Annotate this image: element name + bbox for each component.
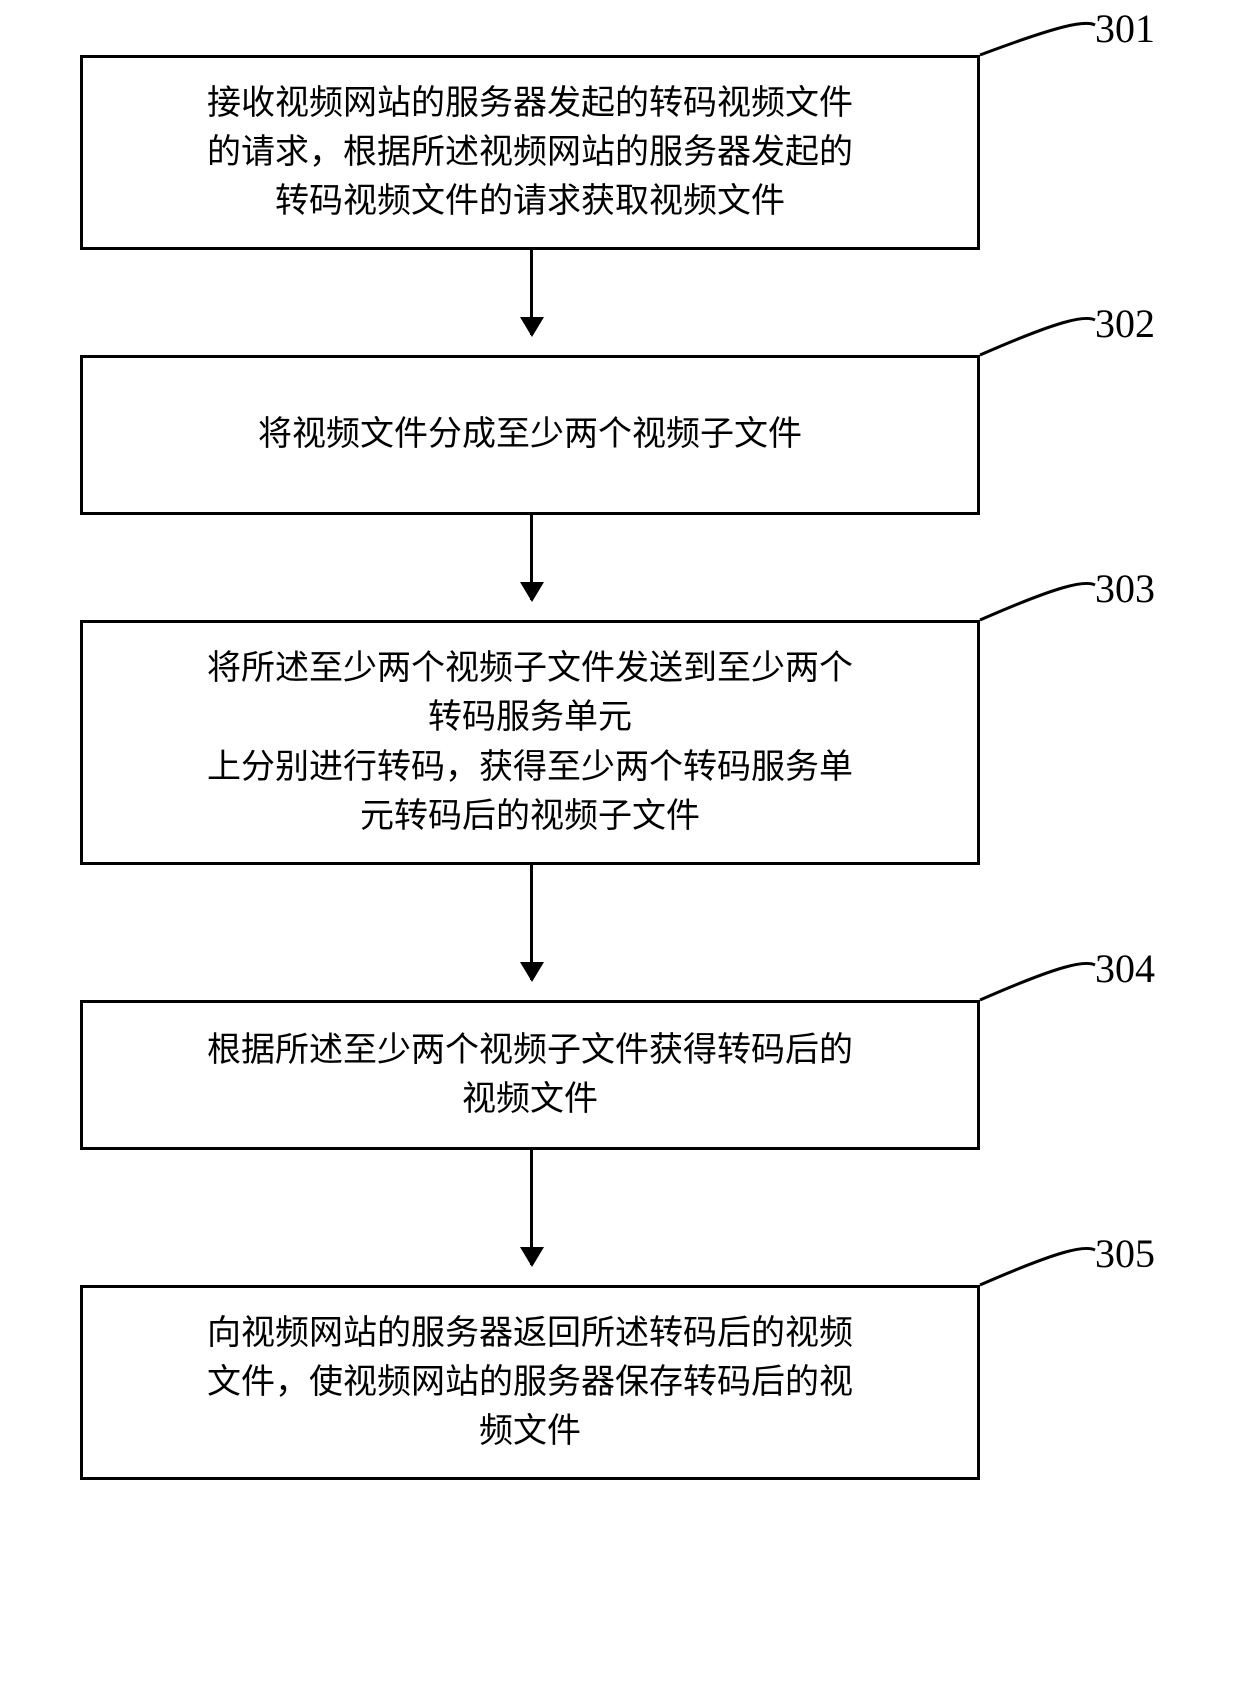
flowchart-label-305: 305 [1095,1230,1155,1277]
flowchart-node-303: 将所述至少两个视频子文件发送到至少两个 转码服务单元 上分别进行转码，获得至少两… [80,620,980,865]
flowchart-arrow [530,865,533,980]
flowchart-label-303: 303 [1095,565,1155,612]
flowchart-node-304: 根据所述至少两个视频子文件获得转码后的 视频文件 [80,1000,980,1150]
flowchart-node-305: 向视频网站的服务器返回所述转码后的视频 文件，使视频网站的服务器保存转码后的视 … [80,1285,980,1480]
flowchart-arrow [530,515,533,600]
flowchart-arrow [530,1150,533,1265]
flowchart-node-303-text: 将所述至少两个视频子文件发送到至少两个 转码服务单元 上分别进行转码，获得至少两… [207,644,853,841]
flowchart-node-301: 接收视频网站的服务器发起的转码视频文件 的请求，根据所述视频网站的服务器发起的 … [80,55,980,250]
flowchart-node-305-text: 向视频网站的服务器返回所述转码后的视频 文件，使视频网站的服务器保存转码后的视 … [207,1309,853,1457]
flowchart-node-304-text: 根据所述至少两个视频子文件获得转码后的 视频文件 [207,1026,853,1125]
flowchart-node-302-text: 将视频文件分成至少两个视频子文件 [258,410,802,459]
flowchart-label-304: 304 [1095,945,1155,992]
flowchart-arrow [530,250,533,335]
flowchart-label-302: 302 [1095,300,1155,347]
flowchart-label-301: 301 [1095,5,1155,52]
flowchart-canvas: 接收视频网站的服务器发起的转码视频文件 的请求，根据所述视频网站的服务器发起的 … [0,0,1240,1681]
flowchart-node-302: 将视频文件分成至少两个视频子文件 [80,355,980,515]
flowchart-node-301-text: 接收视频网站的服务器发起的转码视频文件 的请求，根据所述视频网站的服务器发起的 … [207,79,853,227]
